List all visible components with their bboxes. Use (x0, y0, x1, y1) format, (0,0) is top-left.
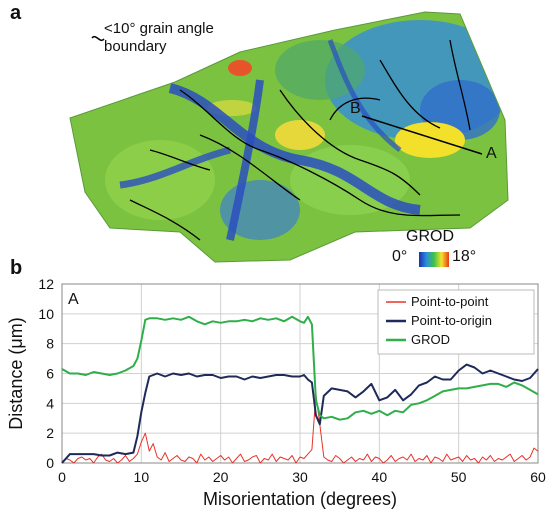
y-tick-label: 12 (38, 276, 54, 292)
plot-frame (61, 283, 539, 464)
y-tick-label: 6 (46, 366, 54, 382)
boundary-legend: <10° grain angle boundary (104, 20, 214, 56)
y-tick-label: 2 (46, 425, 54, 441)
panel-a-label: a (10, 2, 22, 24)
misorientation-chart: 0 2 4 6 8 10 12 0 10 20 30 40 50 60 Misorientation (de… (6, 276, 546, 509)
panel-b-label: b (10, 257, 23, 279)
x-tick-label: 0 (58, 469, 66, 485)
boundary-legend-line1: <10° grain angle (104, 20, 214, 37)
x-tick-label: 60 (530, 469, 546, 485)
y-axis-label: Distance (μm) (6, 317, 26, 429)
y-tick-label: 4 (46, 395, 54, 411)
y-tick-label: 0 (46, 455, 54, 471)
legend-grod-label: GROD (411, 332, 450, 347)
legend-point-to-origin-label: Point-to-origin (411, 313, 492, 328)
grod-map-image (69, 11, 509, 263)
boundary-line-icon (91, 36, 105, 41)
y-tick-label: 10 (38, 306, 54, 322)
colorbar-min-label: 0° (392, 248, 408, 265)
point-b-label: B (350, 100, 361, 117)
x-tick-label: 20 (213, 469, 229, 485)
x-tick-label: 50 (451, 469, 467, 485)
colorbar-title: GROD (406, 228, 454, 245)
y-tick-label: 8 (46, 336, 54, 352)
legend-point-to-point-label: Point-to-point (411, 294, 489, 309)
point-to-origin-line (61, 363, 539, 464)
colorbar-max-label: 18° (452, 248, 477, 265)
x-tick-label: 40 (372, 469, 388, 485)
annotation-a: A (68, 291, 79, 308)
point-a-label: A (486, 145, 497, 162)
point-to-point-line (61, 393, 539, 464)
profile-line (361, 115, 483, 155)
x-axis-label: Misorientation (degrees) (203, 489, 397, 509)
x-tick-label: 30 (292, 469, 308, 485)
grod-line (61, 315, 539, 421)
boundary-legend-line2: boundary (104, 38, 167, 55)
x-tick-label: 10 (134, 469, 150, 485)
colorbar-gradient (419, 252, 449, 267)
